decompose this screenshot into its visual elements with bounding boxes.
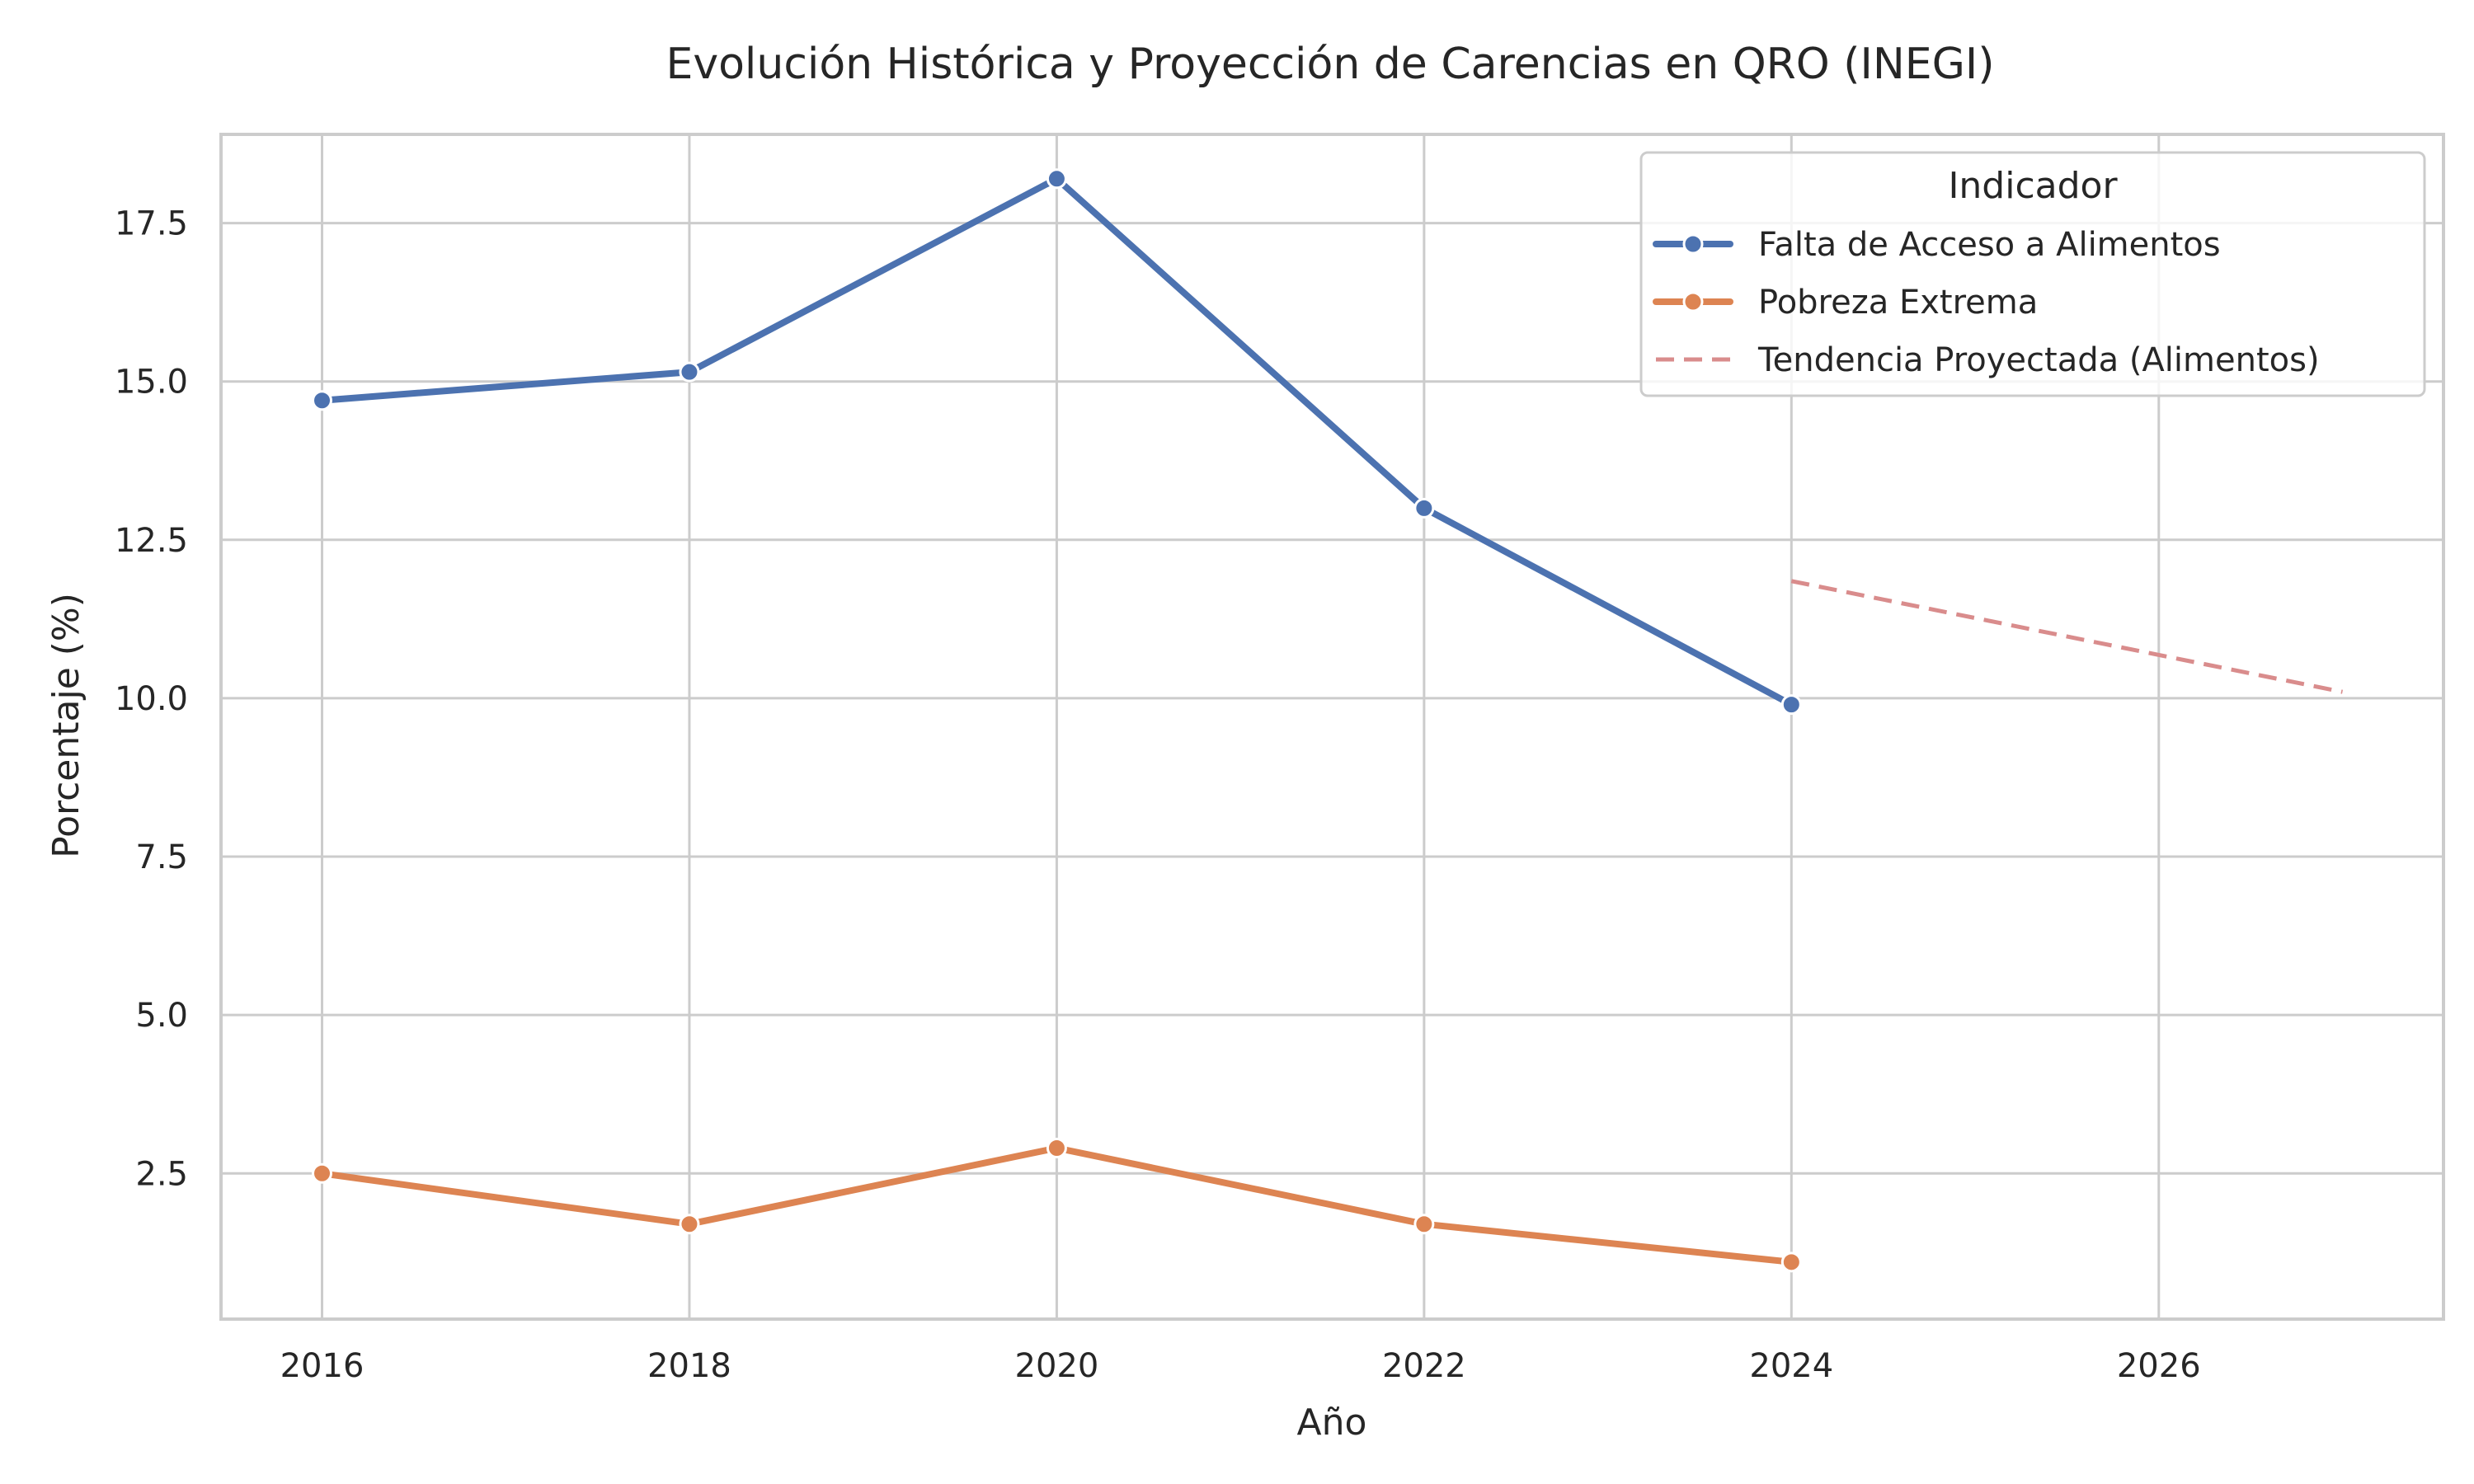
legend-box [1639, 151, 2426, 397]
data-point [1413, 497, 1435, 519]
data-point [1046, 168, 1067, 190]
legend-items: Falta de Acceso a Alimentos Pobreza Extre… [1653, 226, 2320, 379]
legend-marker [1682, 233, 1704, 255]
y-tick-label: 7.5 [135, 838, 188, 876]
data-point [312, 390, 332, 411]
y-tick-label: 2.5 [135, 1155, 188, 1193]
legend-title: Indicador [1948, 165, 2118, 207]
data-point [1780, 694, 1802, 716]
data-point [1046, 1138, 1067, 1159]
legend-label: Tendencia Proyectada (Alimentos) [1757, 341, 2320, 379]
legend-label: Pobreza Extrema [1758, 284, 2038, 322]
x-tick-label: 2024 [1749, 1347, 1833, 1385]
x-tick-label: 2022 [1382, 1347, 1466, 1385]
y-tick-label: 12.5 [115, 522, 188, 560]
legend-marker [1682, 291, 1704, 312]
legend: Indicador Falta de Acceso a Alimentos Pob… [1639, 151, 2426, 397]
y-tick-label: 5.0 [135, 997, 188, 1035]
data-point [312, 1162, 332, 1184]
x-axis-label: Año [1297, 1402, 1367, 1444]
x-tick-label: 2018 [647, 1347, 731, 1385]
y-tick-label: 15.0 [115, 364, 188, 402]
x-tick-label: 2016 [280, 1347, 365, 1385]
y-tick-label: 17.5 [115, 205, 188, 243]
data-point [1413, 1214, 1435, 1235]
y-axis-label: Porcentaje (%) [45, 593, 87, 858]
series-layer [312, 168, 2343, 1273]
data-point [1780, 1252, 1802, 1273]
data-point [679, 1214, 700, 1235]
plot-frame [219, 133, 2445, 1321]
data-point [679, 361, 700, 383]
tick-labels: 2016 2018 2020 2022 2024 2026 2.5 5.0 7.5 10.0 12.… [115, 205, 2201, 1385]
legend-label: Falta de Acceso a Alimentos [1758, 226, 2221, 264]
series-line-3 [1790, 579, 2343, 694]
x-tick-label: 2020 [1015, 1347, 1099, 1385]
y-tick-label: 10.0 [115, 680, 188, 718]
x-tick-label: 2026 [2117, 1347, 2201, 1385]
chart-title: Evolución Histórica y Proyección de Care… [666, 40, 1994, 89]
